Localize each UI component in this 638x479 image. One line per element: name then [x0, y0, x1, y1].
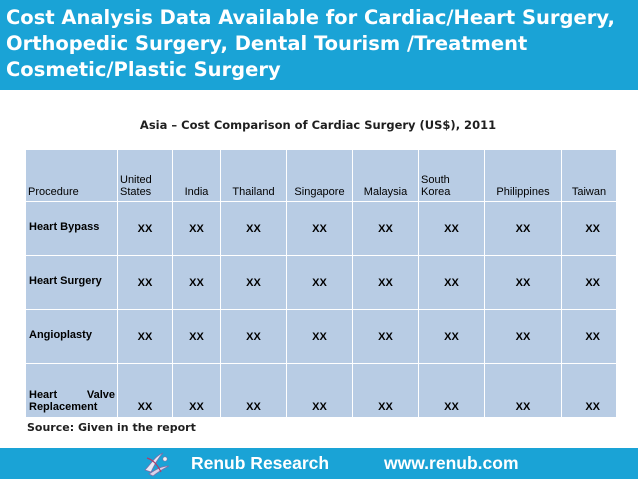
table-row: Heart Bypass XX XX XX XX XX XX XX XX	[25, 201, 617, 256]
table-cell: XX	[418, 309, 485, 364]
table-cell: XX	[286, 363, 353, 418]
table-cell: XX	[172, 363, 221, 418]
footer-url[interactable]: www.renub.com	[384, 453, 519, 473]
page-title: Cost Analysis Data Available for Cardiac…	[6, 6, 615, 81]
table-cell: XX	[117, 363, 173, 418]
table-cell: XX	[172, 201, 221, 256]
table-row: Heart Surgery XX XX XX XX XX XX XX XX	[25, 255, 617, 310]
column-header: Singapore	[286, 149, 353, 202]
table-cell: XX	[561, 201, 617, 256]
table-cell: XX	[561, 309, 617, 364]
table-cell: XX	[418, 255, 485, 310]
table-header-row: Procedure United States India Thailand Singa…	[25, 149, 617, 202]
table-cell: XX	[484, 201, 562, 256]
table-cell: XX	[352, 309, 419, 364]
column-header: South Korea	[418, 149, 485, 202]
footer-bar: Renub Research www.renub.com	[0, 448, 638, 479]
table-cell: XX	[172, 255, 221, 310]
column-header: India	[172, 149, 221, 202]
table-row: Heart Valve Replacement XX XX XX XX XX XX XX XX	[25, 363, 617, 418]
table-cell: XX	[117, 309, 173, 364]
renub-logo-icon	[144, 452, 170, 477]
column-header: United States	[117, 149, 173, 202]
row-label: Heart Surgery	[25, 255, 118, 310]
column-header: Philippines	[484, 149, 562, 202]
table-cell: XX	[117, 201, 173, 256]
table-cell: XX	[117, 255, 173, 310]
source-note: Source: Given in the report	[27, 421, 196, 434]
column-header: Thailand	[220, 149, 287, 202]
table-cell: XX	[484, 309, 562, 364]
table-row: Angioplasty XX XX XX XX XX XX XX XX	[25, 309, 617, 364]
table-cell: XX	[352, 363, 419, 418]
column-header: Taiwan	[561, 149, 617, 202]
table-cell: XX	[220, 309, 287, 364]
table-cell: XX	[418, 363, 485, 418]
table-caption: Asia – Cost Comparison of Cardiac Surger…	[0, 118, 638, 132]
table-cell: XX	[286, 201, 353, 256]
footer-brand: Renub Research	[191, 453, 330, 473]
column-header: Malaysia	[352, 149, 419, 202]
table-cell: XX	[484, 255, 562, 310]
row-label: Heart Valve Replacement	[25, 363, 118, 418]
table-cell: XX	[220, 201, 287, 256]
table-cell: XX	[352, 201, 419, 256]
table-cell: XX	[418, 201, 485, 256]
table-cell: XX	[561, 255, 617, 310]
row-label: Angioplasty	[25, 309, 118, 364]
table-cell: XX	[286, 309, 353, 364]
table-cell: XX	[561, 363, 617, 418]
table-cell: XX	[286, 255, 353, 310]
table-cell: XX	[484, 363, 562, 418]
title-banner: Cost Analysis Data Available for Cardiac…	[0, 0, 638, 90]
column-header-procedure: Procedure	[25, 149, 118, 202]
table-cell: XX	[220, 363, 287, 418]
row-label: Heart Bypass	[25, 201, 118, 256]
table-cell: XX	[172, 309, 221, 364]
table-cell: XX	[352, 255, 419, 310]
cost-comparison-table: Procedure United States India Thailand Singa…	[25, 149, 617, 418]
table-cell: XX	[220, 255, 287, 310]
table-caption-text: Asia – Cost Comparison of Cardiac Surger…	[139, 118, 497, 132]
